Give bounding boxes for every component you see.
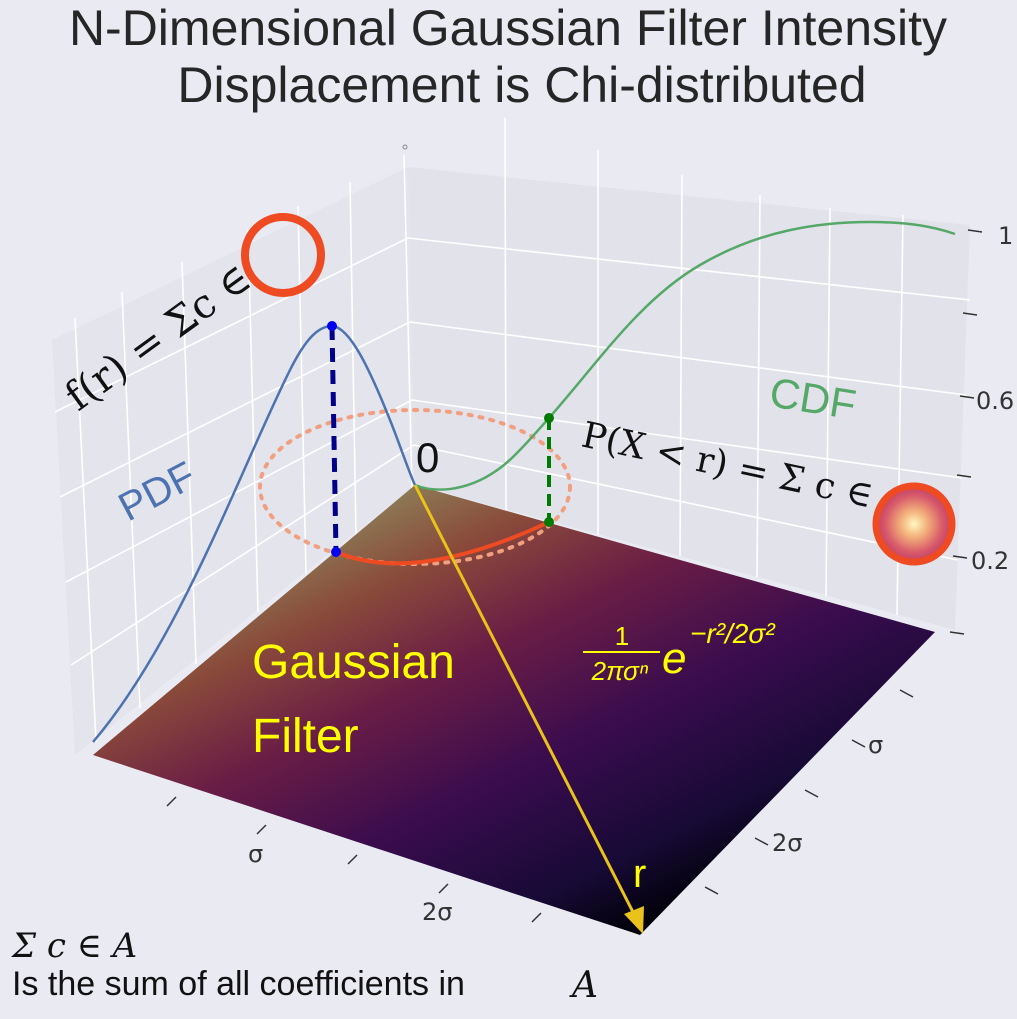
gaussian-filter-label-line-2: Filter [252, 710, 359, 763]
right-tick-0-6: 0.6 [976, 387, 1014, 415]
r-label: r [633, 852, 646, 896]
pdf-bottom-point [331, 547, 341, 557]
formula-base: e [662, 634, 686, 683]
top-marker [403, 145, 407, 149]
pdf-top-point [327, 321, 337, 331]
right-tick-1: 1 [998, 222, 1013, 250]
footnote-symbol: Σ c ∈ A [10, 926, 137, 966]
gaussian-filter-label-line-1: Gaussian [252, 636, 455, 689]
formula-exponent: −r²/2σ² [690, 618, 776, 649]
bottom-tick-2sigma: 2σ [422, 898, 452, 926]
right-tick-0-2: 0.2 [971, 547, 1009, 575]
cdf-top-point [544, 413, 554, 423]
formula-numerator: 1 [615, 621, 629, 651]
cdf-bottom-point [544, 517, 554, 527]
bottom-tick-sigma: σ [248, 840, 263, 868]
filled-disc-icon [876, 486, 952, 562]
origin-label: 0 [416, 434, 439, 481]
side-tick-sigma: σ [868, 731, 883, 759]
title-line-2: Displacement is Chi-distributed [177, 57, 866, 113]
formula-denominator: 2πσⁿ [591, 656, 649, 686]
side-tick-2sigma: 2σ [772, 829, 802, 857]
footnote-text: Is the sum of all coefficients in [12, 965, 465, 1003]
footnote-var: A [569, 965, 598, 1006]
title-line-1: N-Dimensional Gaussian Filter Intensity [69, 0, 947, 56]
